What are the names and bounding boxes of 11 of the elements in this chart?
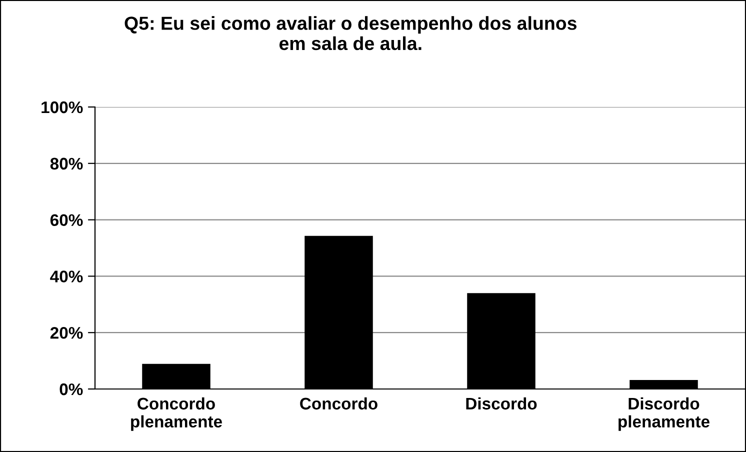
y-tick-label: 80%	[50, 158, 83, 170]
y-tick-label: 20%	[50, 327, 83, 339]
chart-title: Q5: Eu sei como avaliar o desempenho dos alunos em sala de aula.	[124, 16, 576, 50]
x-tick-label: Concordo	[300, 397, 378, 410]
y-tick-label: 100%	[42, 101, 83, 114]
x-tick-label: Discordo	[466, 397, 537, 410]
x-tick-label: Concordo plenamente	[131, 397, 222, 431]
y-tick-label: 40%	[50, 270, 83, 282]
y-tick-label: 0%	[60, 383, 83, 396]
x-tick-label: Discordo plenamente	[618, 397, 710, 431]
y-tick-label: 60%	[50, 214, 83, 226]
